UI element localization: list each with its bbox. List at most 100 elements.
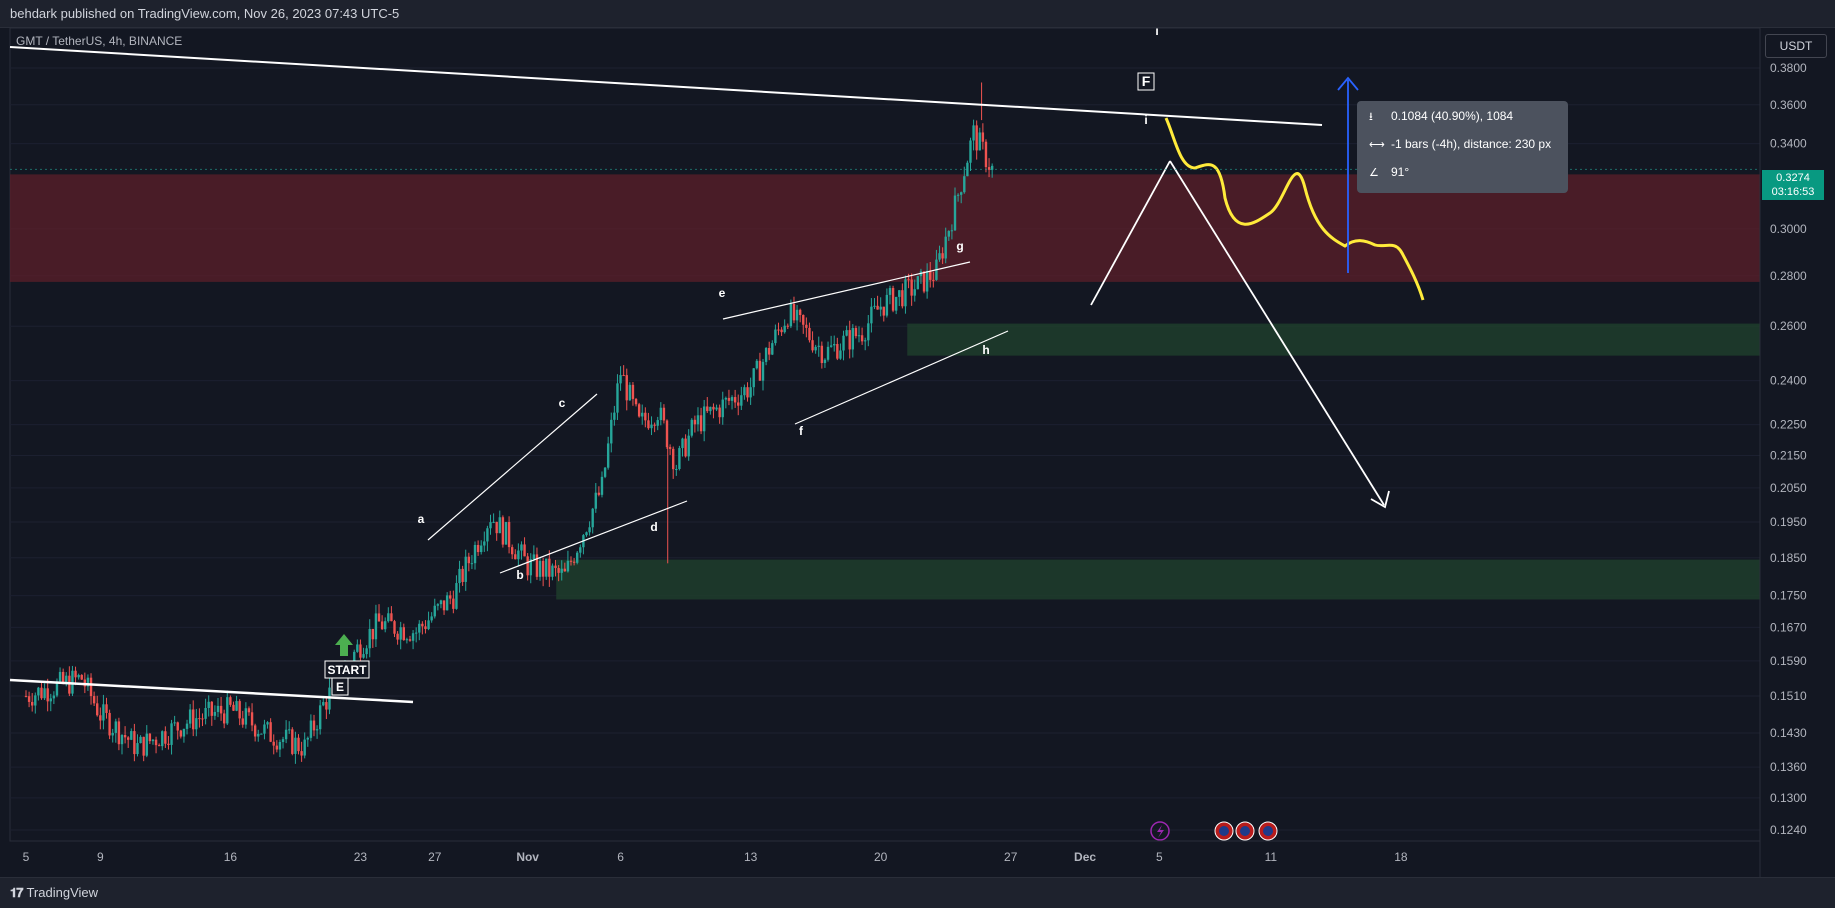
time-axis: 5 9 16 23 27 Nov 6 13 20 27 Dec 5 11 18 (10, 840, 1760, 864)
candle-body (696, 415, 700, 425)
candle-body (318, 705, 322, 730)
candle-body (198, 718, 201, 720)
candle-body (495, 521, 498, 534)
candle-body (365, 648, 368, 655)
candle-body (46, 688, 49, 702)
candle-body (774, 329, 777, 344)
candle-body (653, 424, 656, 426)
candle-body (52, 695, 56, 699)
last-price-tag: 0.3274 03:16:53 (1762, 170, 1824, 200)
candle-body (538, 560, 542, 577)
demand-zone (907, 323, 1760, 356)
candle-body (656, 420, 659, 426)
candle-body (712, 406, 715, 410)
candle-body (557, 568, 560, 573)
candle-body (554, 565, 557, 569)
candle-body (92, 696, 96, 704)
currency-button[interactable]: USDT (1765, 34, 1827, 58)
price-tick-label: 0.3000 (1770, 222, 1807, 236)
candle-body (532, 554, 536, 560)
candle-body (619, 375, 622, 384)
brand-label: TradingView (26, 885, 99, 900)
candle-body (139, 736, 142, 744)
candle-body (684, 438, 687, 457)
candle-body (238, 701, 241, 719)
candle-body (672, 448, 675, 470)
candle-body (956, 194, 960, 196)
candle-body (96, 703, 99, 716)
candle-body (207, 701, 210, 708)
candle-body (117, 721, 121, 745)
candle-body (130, 731, 133, 740)
candle-body (436, 604, 440, 606)
candle-body (384, 621, 387, 630)
candle-body (250, 712, 254, 726)
flag-inner-icon (1219, 826, 1229, 836)
candle-body (300, 751, 303, 756)
candle-body (30, 701, 34, 706)
price-tick-label: 0.3800 (1770, 61, 1807, 75)
candle-body (576, 552, 579, 563)
price-tick-label: 0.1670 (1770, 620, 1807, 634)
candle-body (461, 568, 464, 582)
candle-body (74, 670, 77, 678)
candle-body (442, 600, 446, 611)
candle-body (764, 348, 768, 362)
candle-body (480, 545, 483, 553)
candle-body (901, 290, 904, 307)
price-tick-label: 0.1950 (1770, 515, 1807, 529)
candle-body (226, 697, 229, 724)
candle-body (938, 253, 941, 260)
candle-body (690, 419, 693, 436)
candle-body (241, 718, 244, 725)
candle-body (721, 399, 724, 418)
candle-body (424, 626, 427, 630)
wave-label-d: d (650, 520, 657, 534)
candle-body (61, 671, 65, 683)
candle-body (411, 633, 415, 641)
candle-body (297, 737, 300, 752)
tradingview-brand[interactable]: 𝟏𝟕 TradingView (10, 885, 98, 901)
candle-body (288, 729, 291, 731)
candle-body (102, 704, 105, 721)
bars-range-icon: ⟷ (1369, 139, 1385, 151)
candle-body (637, 404, 641, 417)
candle-body (644, 412, 647, 421)
candle-body (730, 397, 734, 401)
measure-price-text: 0.1084 (40.90%), 1084 (1391, 109, 1514, 123)
channel-line-eg (722, 261, 971, 320)
candle-body (545, 558, 548, 577)
publisher-header: behdark published on TradingView.com, No… (0, 0, 1835, 28)
measure-angle-text: 91° (1391, 165, 1410, 179)
candle-body (182, 728, 186, 737)
candle-body (312, 720, 316, 731)
candle-body (978, 132, 981, 151)
candle-body (882, 306, 885, 316)
candle-body (77, 674, 80, 678)
candle-body (579, 547, 582, 553)
candle-body (399, 627, 402, 640)
time-tick-label: 11 (1265, 850, 1278, 864)
candle-body (845, 330, 848, 336)
candle-body (387, 613, 390, 622)
candle-body (743, 387, 746, 396)
candle-body (675, 469, 678, 471)
wave-label-e: e (719, 286, 726, 300)
lightning-event-icon (1150, 821, 1170, 841)
candle-body (99, 715, 102, 721)
candle-body (37, 687, 40, 696)
candle-body (870, 306, 873, 324)
candle-body (483, 541, 486, 546)
candle-body (170, 723, 173, 745)
lower-trendline (9, 678, 414, 704)
candle-body (628, 384, 632, 401)
candle-body (693, 419, 697, 425)
candle-body (634, 398, 638, 405)
candle-body (836, 343, 839, 359)
candle-body (823, 359, 827, 364)
candle-body (572, 561, 576, 563)
candle-body (857, 335, 861, 337)
candle-body (167, 743, 170, 745)
candle-body (58, 671, 62, 682)
candle-body (560, 568, 563, 573)
